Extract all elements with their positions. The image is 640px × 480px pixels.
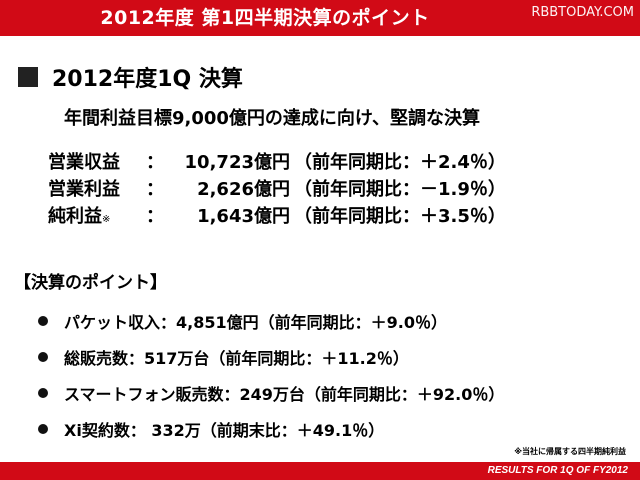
result-colon: ： [146, 179, 164, 200]
section-heading: 2012年度1Q 決算 [18, 62, 243, 92]
result-row-operating-revenue: 営業収益 ： 10,723億円 （前年同期比：＋2.4％） [48, 148, 608, 175]
footnote: ※当社に帰属する四半期純利益 [514, 447, 626, 456]
list-item: スマートフォン販売数：249万台（前年同期比：＋92.0％） [38, 375, 504, 411]
points-section-title: 【決算のポイント】 [14, 273, 167, 293]
bullet-icon [38, 316, 48, 326]
note-mark: ※ [102, 214, 111, 225]
result-compare: （前年同期比：＋2.4％） [294, 152, 506, 173]
point-text: パケット収入：4,851億円（前年同期比：＋9.0％） [64, 313, 447, 332]
result-compare: （前年同期比：＋3.5％） [294, 206, 506, 227]
point-text: スマートフォン販売数：249万台（前年同期比：＋92.0％） [64, 385, 505, 404]
header-bar: 2012年度 第1四半期決算のポイント RBBTODAY.COM [0, 0, 640, 36]
result-compare: （前年同期比：－1.9％） [294, 179, 506, 200]
list-item: Xi契約数： 332万（前期末比：＋49.1％） [38, 411, 504, 447]
bullet-icon [38, 352, 48, 362]
subtitle: 年間利益目標9,000億円の達成に向け、堅調な決算 [64, 108, 481, 129]
result-label: 営業収益 [48, 152, 120, 173]
result-value: 2,626億円 [197, 179, 290, 200]
list-item: 総販売数：517万台（前年同期比：＋11.2％） [38, 339, 504, 375]
results-list: 営業収益 ： 10,723億円 （前年同期比：＋2.4％） 営業利益 ： 2,6… [48, 148, 608, 229]
result-value: 10,723億円 [184, 152, 290, 173]
bullet-icon [38, 388, 48, 398]
result-colon: ： [146, 152, 164, 173]
watermark: RBBTODAY.COM [531, 5, 634, 20]
footer-text: RESULTS FOR 1Q OF FY2012 [487, 465, 628, 476]
point-text: 総販売数：517万台（前年同期比：＋11.2％） [64, 349, 409, 368]
result-label: 営業利益 [48, 179, 120, 200]
list-item: パケット収入：4,851億円（前年同期比：＋9.0％） [38, 303, 504, 339]
result-label: 純利益※ [48, 206, 111, 227]
result-row-operating-income: 営業利益 ： 2,626億円 （前年同期比：－1.9％） [48, 175, 608, 202]
page-title: 2012年度 第1四半期決算のポイント [100, 7, 430, 29]
points-list: パケット収入：4,851億円（前年同期比：＋9.0％） 総販売数：517万台（前… [38, 303, 504, 447]
footer-bar: RESULTS FOR 1Q OF FY2012 [0, 462, 640, 480]
square-icon [18, 67, 38, 87]
bullet-icon [38, 424, 48, 434]
result-value: 1,643億円 [197, 206, 290, 227]
result-colon: ： [146, 206, 164, 227]
point-text: Xi契約数： 332万（前期末比：＋49.1％） [64, 421, 385, 440]
result-row-net-income: 純利益※ ： 1,643億円 （前年同期比：＋3.5％） [48, 202, 608, 229]
heading-text: 2012年度1Q 決算 [52, 67, 243, 92]
